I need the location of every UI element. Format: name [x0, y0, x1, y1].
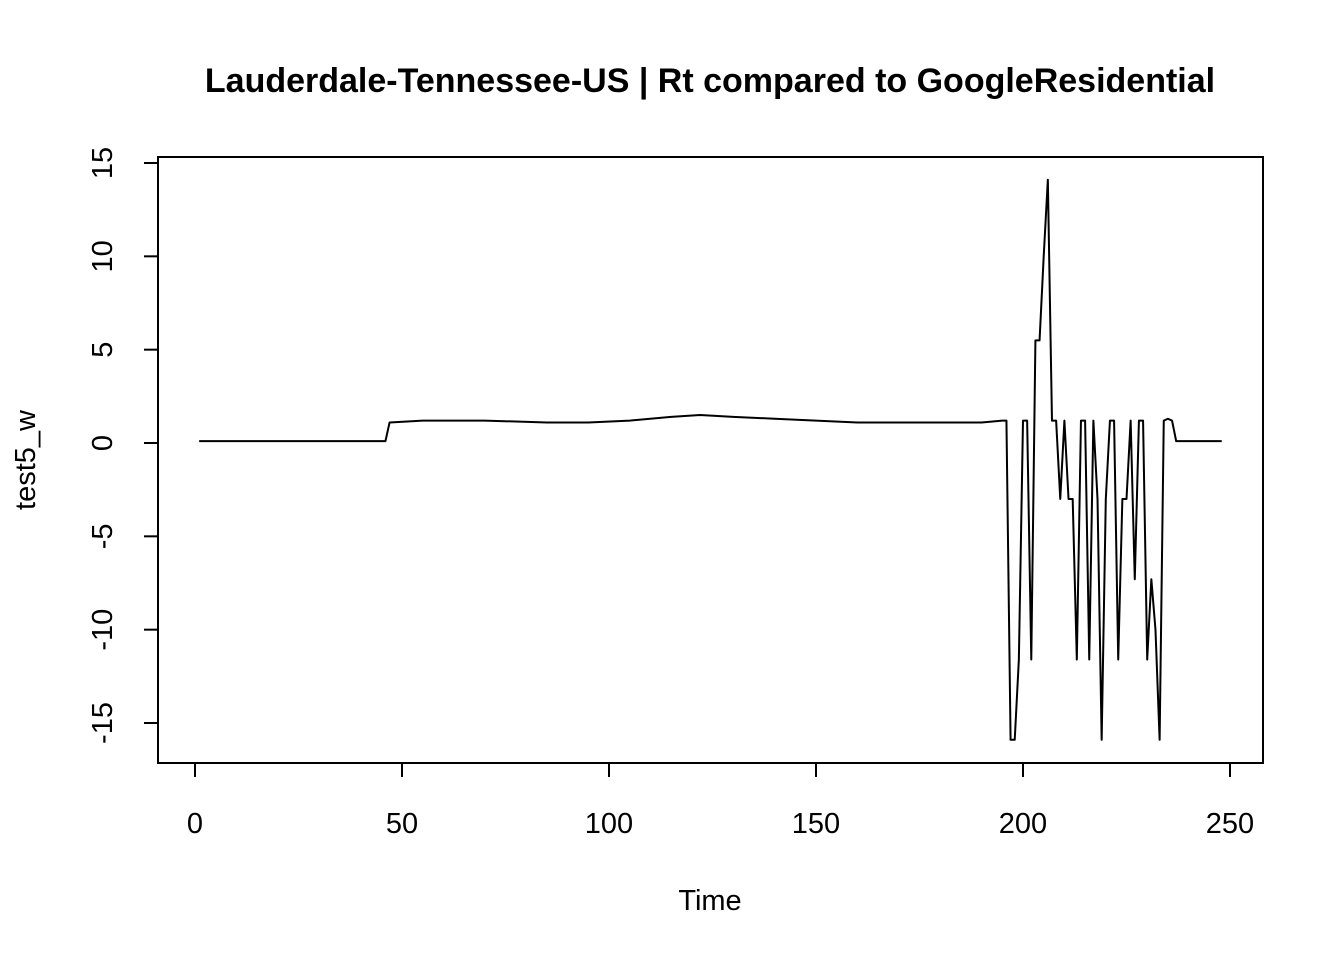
y-axis-label: test5_w [10, 409, 42, 510]
chart-title: Lauderdale-Tennessee-US | Rt compared to… [205, 62, 1215, 100]
x-axis: 0 50 100 150 200 250 [187, 763, 1254, 840]
y-tick-label: 0 [87, 435, 119, 451]
plot-frame [157, 156, 1264, 764]
y-tick-label: -15 [87, 702, 119, 744]
y-tick-label: -10 [87, 609, 119, 651]
y-tick-label: 10 [87, 240, 119, 272]
x-tick-label: 150 [792, 808, 840, 840]
x-tick-label: 250 [1206, 808, 1254, 840]
y-tick-label: -5 [87, 523, 119, 549]
x-tick-label: 0 [187, 808, 203, 840]
series-line-0 [199, 178, 1222, 741]
x-tick-label: 200 [999, 808, 1047, 840]
x-tick-label: 50 [386, 808, 418, 840]
x-axis-label: Time [678, 885, 741, 917]
series-group [199, 178, 1222, 741]
x-tick-label: 100 [585, 808, 633, 840]
y-axis: -15 -10 -5 0 5 10 15 [87, 147, 158, 744]
y-tick-label: 15 [87, 147, 119, 179]
y-tick-label: 5 [87, 342, 119, 358]
